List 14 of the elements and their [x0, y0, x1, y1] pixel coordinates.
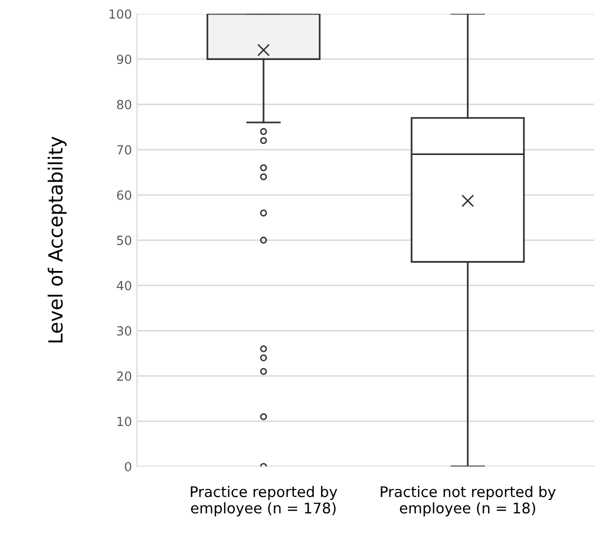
y-tick-label: 60: [117, 190, 132, 200]
x-tick-label: Practice reported by employee (n = 178): [190, 486, 338, 516]
y-tick-label: 90: [116, 54, 132, 64]
y-tick-label: 100: [110, 9, 132, 19]
y-tick-label: 70: [117, 145, 132, 155]
y-tick-label: 10: [118, 416, 132, 426]
y-tick-label: 20: [117, 371, 132, 381]
y-tick-label: 50: [117, 236, 132, 246]
y-tick-label: 80: [117, 100, 132, 110]
y-tick-label: 30: [117, 326, 132, 336]
x-tick-label: Practice not reported by employee (n = 18): [380, 486, 556, 516]
y-axis-title: Level of Acceptability: [48, 136, 67, 342]
y-tick-label: 0: [124, 462, 132, 472]
y-tick-label: 40: [116, 280, 132, 290]
